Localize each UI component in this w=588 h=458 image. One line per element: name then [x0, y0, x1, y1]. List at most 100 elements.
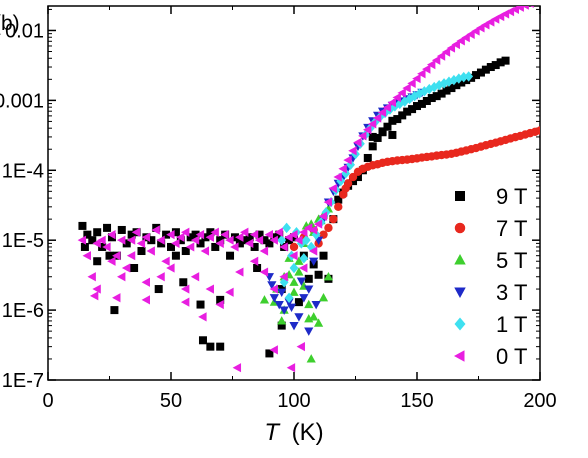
data-point: [117, 272, 126, 282]
data-point: [412, 73, 421, 84]
data-point: [314, 270, 323, 279]
data-point: [176, 232, 185, 242]
data-point: [296, 342, 305, 352]
data-point: [388, 130, 397, 139]
data-point: [220, 230, 229, 240]
data-point: [216, 342, 225, 351]
data-point: [441, 47, 451, 57]
data-point: [216, 236, 225, 245]
data-point: [147, 236, 156, 245]
data-point: [296, 277, 306, 286]
data-point: [277, 321, 286, 330]
data-point: [318, 211, 328, 221]
data-point: [388, 116, 397, 125]
data-point: [166, 263, 175, 273]
data-point: [338, 164, 347, 174]
data-point: [267, 281, 277, 290]
data-point: [454, 73, 464, 84]
data-point: [328, 183, 337, 194]
data-point: [112, 251, 121, 261]
data-point: [306, 354, 316, 363]
data-point: [206, 228, 215, 237]
data-point: [427, 94, 436, 103]
data-point: [205, 232, 214, 242]
x-tick-label: 150: [400, 390, 433, 412]
data-point: [289, 242, 299, 252]
data-point: [254, 235, 264, 245]
y-tick-label: 1E-6: [2, 300, 44, 322]
data-point: [383, 122, 392, 131]
data-point: [180, 284, 190, 294]
data-point: [313, 219, 323, 229]
data-point: [451, 39, 460, 50]
data-point: [343, 155, 352, 165]
data-point: [180, 297, 190, 307]
y-tick-labels: 1E-7 1E-6 1E-5 1E-4 0.001 0.01: [0, 20, 44, 392]
data-point: [250, 242, 259, 251]
data-point: [466, 29, 475, 39]
data-point: [294, 235, 303, 245]
data-point: [447, 84, 456, 93]
legend-marker: [454, 287, 466, 298]
series-0-t: [77, 0, 543, 373]
data-point: [403, 107, 412, 116]
data-point: [515, 6, 524, 12]
data-point: [156, 235, 165, 245]
data-point: [323, 197, 333, 207]
data-point: [107, 233, 116, 242]
data-point: [180, 227, 190, 237]
data-point: [121, 263, 131, 273]
series-9-t: [78, 56, 510, 358]
data-point: [343, 179, 353, 188]
data-point: [93, 257, 102, 266]
data-point: [299, 263, 308, 273]
data-point: [166, 230, 175, 240]
x-tick-label: 0: [42, 390, 53, 412]
data-point: [304, 327, 314, 336]
data-point: [285, 236, 294, 245]
data-point: [171, 251, 180, 260]
data-point: [141, 295, 150, 305]
data-point: [78, 221, 87, 230]
data-point: [191, 230, 200, 239]
legend-item: 5 T: [454, 248, 527, 273]
data-point: [269, 284, 278, 294]
data-point: [353, 137, 362, 148]
legend-label: 3 T: [496, 280, 527, 305]
data-point: [93, 228, 102, 237]
data-point: [179, 278, 188, 287]
data-point: [353, 173, 362, 182]
y-tick-label: 1E-4: [2, 160, 44, 182]
data-point: [190, 235, 200, 245]
data-point: [408, 105, 417, 114]
data-point: [269, 294, 279, 303]
data-point: [377, 107, 387, 118]
data-point: [186, 233, 195, 242]
legend-label: 0 T: [496, 344, 527, 369]
data-point: [161, 256, 170, 266]
data-point: [311, 300, 321, 310]
data-point: [372, 113, 382, 123]
data-point: [210, 227, 219, 237]
data-point: [259, 295, 270, 304]
legend: 9 T 7 T 5 T 3 T 1 T 0 T: [454, 184, 527, 369]
legend-item: 7 T: [454, 216, 527, 241]
data-point: [198, 312, 207, 322]
data-point: [117, 225, 126, 234]
panel-label: (b): [0, 12, 20, 35]
legend-item: 1 T: [454, 312, 527, 337]
data-point: [232, 363, 242, 373]
data-point: [290, 233, 298, 242]
data-point: [130, 264, 139, 273]
data-marks: [77, 0, 543, 373]
data-point: [367, 119, 377, 129]
data-point: [240, 236, 249, 245]
data-point: [196, 239, 205, 248]
data-point: [146, 246, 155, 256]
data-point: [206, 342, 215, 351]
data-point: [452, 81, 461, 90]
data-point: [215, 299, 224, 310]
data-point: [269, 235, 278, 245]
data-point: [535, 0, 543, 4]
data-point: [284, 292, 294, 303]
